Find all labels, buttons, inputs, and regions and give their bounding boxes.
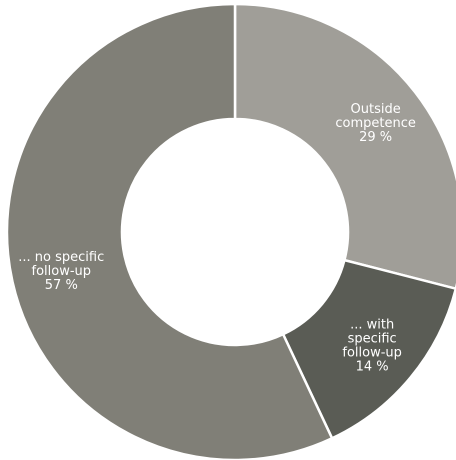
slice-label-line: competence <box>335 116 416 131</box>
slice-label-line: specific <box>348 331 397 346</box>
slice-label-line: ... with <box>350 317 394 332</box>
slice-label-line: ... no specific <box>18 250 104 265</box>
slice-label-1: ... with specific follow-up 14 % <box>342 317 402 374</box>
slice-value-1: 14 % <box>356 359 389 374</box>
slice-value-2: 57 % <box>45 278 78 293</box>
slice-label-line: follow-up <box>342 345 402 360</box>
slice-label-line: follow-up <box>32 264 92 279</box>
donut-slice-2 <box>5 2 334 460</box>
slices-group <box>5 2 456 460</box>
slice-label-2: ... no specific follow-up 57 % <box>18 250 104 293</box>
donut-slice-0 <box>233 2 456 291</box>
slice-label-line: Outside <box>351 102 401 117</box>
slice-value-0: 29 % <box>359 130 392 145</box>
slice-label-0: Outside competence 29 % <box>335 102 416 145</box>
labels-group: Outside competence 29 %... with specific fol… <box>18 102 416 375</box>
